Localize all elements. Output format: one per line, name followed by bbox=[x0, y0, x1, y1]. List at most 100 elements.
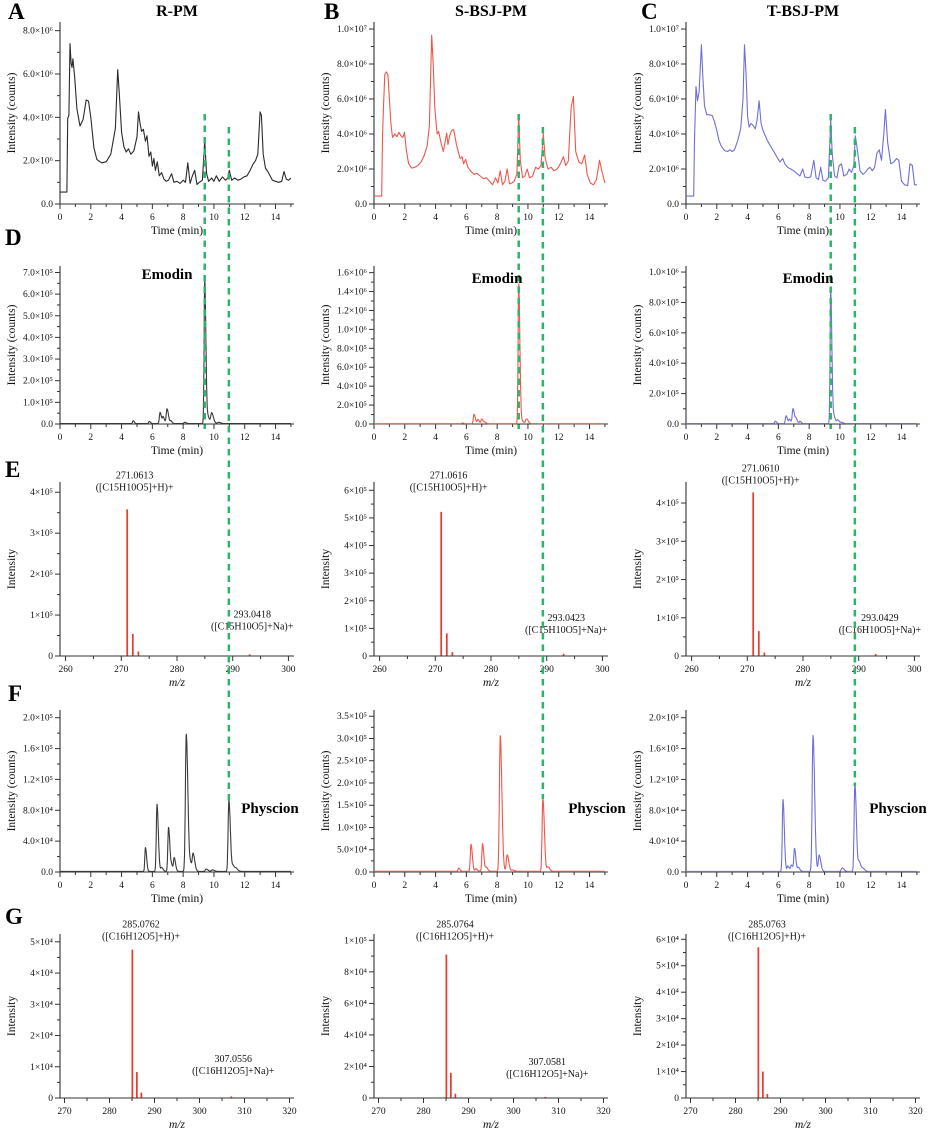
svg-text:5×10⁴: 5×10⁴ bbox=[30, 938, 54, 948]
svg-text:260: 260 bbox=[684, 665, 699, 675]
svg-text:1×10⁵: 1×10⁵ bbox=[656, 614, 679, 624]
svg-text:0: 0 bbox=[58, 881, 63, 891]
svg-text:([C16H12O5]+H)+: ([C16H12O5]+H)+ bbox=[728, 931, 806, 942]
svg-text:0.0: 0.0 bbox=[355, 200, 367, 210]
svg-text:10: 10 bbox=[835, 881, 845, 891]
svg-text:260: 260 bbox=[372, 665, 387, 675]
svg-text:([C15H10O5]+H)+: ([C15H10O5]+H)+ bbox=[96, 483, 174, 494]
emodin-label-2: Emodin bbox=[471, 271, 523, 287]
svg-text:Intensity (counts): Intensity (counts) bbox=[632, 304, 644, 385]
svg-text:320: 320 bbox=[596, 1107, 611, 1117]
svg-text:0: 0 bbox=[372, 433, 377, 443]
svg-text:14: 14 bbox=[897, 213, 907, 223]
svg-text:2.0×10⁵: 2.0×10⁵ bbox=[23, 714, 53, 724]
svg-text:1.2×10⁵: 1.2×10⁵ bbox=[23, 775, 53, 785]
svg-text:4.0×10⁴: 4.0×10⁴ bbox=[23, 837, 54, 847]
svg-text:2.0×10⁵: 2.0×10⁵ bbox=[337, 779, 367, 789]
svg-text:1.6×10⁶: 1.6×10⁶ bbox=[337, 269, 367, 279]
svg-text:8: 8 bbox=[495, 213, 500, 223]
svg-text:285.0763: 285.0763 bbox=[748, 919, 786, 930]
svg-text:14: 14 bbox=[271, 433, 281, 443]
svg-text:1.2×10⁵: 1.2×10⁵ bbox=[649, 775, 679, 785]
svg-text:2.0×10⁶: 2.0×10⁶ bbox=[649, 165, 679, 175]
svg-text:2×10⁴: 2×10⁴ bbox=[30, 1032, 54, 1042]
svg-text:280: 280 bbox=[796, 665, 811, 675]
svg-text:4.0×10⁶: 4.0×10⁶ bbox=[649, 130, 679, 140]
svg-text:270: 270 bbox=[114, 665, 129, 675]
svg-text:5.0×10⁵: 5.0×10⁵ bbox=[23, 312, 53, 322]
svg-text:6×10⁴: 6×10⁴ bbox=[344, 999, 368, 1009]
svg-text:4: 4 bbox=[745, 881, 750, 891]
svg-text:270: 270 bbox=[683, 1107, 698, 1117]
svg-text:3.0×10⁵: 3.0×10⁵ bbox=[337, 734, 367, 744]
svg-text:6.0×10⁵: 6.0×10⁵ bbox=[337, 363, 367, 373]
svg-text:Intensity: Intensity bbox=[6, 996, 18, 1036]
svg-text:14: 14 bbox=[271, 213, 281, 223]
svg-text:285.0762: 285.0762 bbox=[122, 919, 160, 930]
svg-text:m/z: m/z bbox=[169, 677, 186, 689]
svg-text:280: 280 bbox=[728, 1107, 743, 1117]
svg-text:6: 6 bbox=[464, 213, 469, 223]
svg-text:260: 260 bbox=[58, 665, 73, 675]
svg-text:Intensity: Intensity bbox=[320, 549, 332, 589]
svg-text:10: 10 bbox=[209, 881, 219, 891]
svg-text:([C16H12O5]+H)+: ([C16H12O5]+H)+ bbox=[102, 931, 180, 942]
svg-text:310: 310 bbox=[551, 1107, 566, 1117]
svg-text:6.0×10⁵: 6.0×10⁵ bbox=[649, 329, 679, 339]
svg-text:1×10⁵: 1×10⁵ bbox=[344, 624, 367, 634]
panel-letter-e: E bbox=[5, 457, 21, 482]
svg-text:2×10⁵: 2×10⁵ bbox=[30, 570, 53, 580]
svg-text:2: 2 bbox=[88, 433, 93, 443]
svg-text:2×10⁴: 2×10⁴ bbox=[656, 1041, 680, 1051]
svg-text:4.0×10⁵: 4.0×10⁵ bbox=[337, 382, 367, 392]
svg-text:12: 12 bbox=[866, 881, 876, 891]
svg-text:1.4×10⁶: 1.4×10⁶ bbox=[337, 288, 367, 298]
svg-text:12: 12 bbox=[554, 213, 564, 223]
svg-text:4.0×10⁵: 4.0×10⁵ bbox=[23, 333, 53, 343]
svg-text:0: 0 bbox=[674, 1094, 679, 1104]
svg-text:0: 0 bbox=[372, 881, 377, 891]
svg-text:Intensity: Intensity bbox=[320, 996, 332, 1036]
svg-text:2: 2 bbox=[88, 213, 93, 223]
svg-text:5.0×10⁴: 5.0×10⁴ bbox=[337, 846, 368, 856]
svg-text:10: 10 bbox=[835, 433, 845, 443]
svg-text:8.0×10⁵: 8.0×10⁵ bbox=[649, 298, 679, 308]
svg-text:307.0581: 307.0581 bbox=[529, 1057, 567, 1068]
svg-text:4×10⁵: 4×10⁵ bbox=[344, 542, 367, 552]
svg-text:8.0×10⁴: 8.0×10⁴ bbox=[649, 806, 680, 816]
physcion-label-1: Physcion bbox=[241, 801, 299, 817]
svg-text:6.0×10⁶: 6.0×10⁶ bbox=[649, 95, 679, 105]
svg-text:0.0: 0.0 bbox=[667, 420, 679, 430]
svg-text:([C15H10O5]+Na)+: ([C15H10O5]+Na)+ bbox=[525, 625, 608, 636]
svg-text:Intensity: Intensity bbox=[632, 996, 644, 1036]
panel-title-rpm: R-PM bbox=[156, 3, 198, 20]
svg-text:4: 4 bbox=[433, 433, 438, 443]
svg-text:0.0: 0.0 bbox=[355, 420, 367, 430]
svg-text:10: 10 bbox=[523, 213, 533, 223]
svg-text:8: 8 bbox=[181, 433, 186, 443]
svg-text:271.0616: 271.0616 bbox=[430, 471, 468, 482]
svg-text:2: 2 bbox=[402, 213, 407, 223]
svg-text:Intensity (counts): Intensity (counts) bbox=[632, 750, 644, 831]
svg-text:0: 0 bbox=[48, 1094, 53, 1104]
svg-text:Time (min): Time (min) bbox=[777, 225, 829, 237]
svg-text:4.0×10⁴: 4.0×10⁴ bbox=[649, 837, 680, 847]
svg-text:6: 6 bbox=[150, 433, 155, 443]
svg-text:Time (min): Time (min) bbox=[465, 893, 517, 905]
svg-text:1×10⁴: 1×10⁴ bbox=[30, 1063, 54, 1073]
svg-text:4: 4 bbox=[745, 213, 750, 223]
svg-text:293.0418: 293.0418 bbox=[233, 610, 271, 621]
svg-text:293.0423: 293.0423 bbox=[547, 613, 585, 624]
svg-text:6.0×10⁶: 6.0×10⁶ bbox=[337, 95, 367, 105]
svg-text:0: 0 bbox=[372, 213, 377, 223]
svg-text:4: 4 bbox=[119, 433, 124, 443]
svg-text:Time (min): Time (min) bbox=[465, 225, 517, 237]
svg-text:0: 0 bbox=[48, 652, 53, 662]
svg-text:2.5×10⁵: 2.5×10⁵ bbox=[337, 757, 367, 767]
svg-text:Time (min): Time (min) bbox=[465, 445, 517, 457]
svg-text:0.0: 0.0 bbox=[41, 868, 53, 878]
svg-text:290: 290 bbox=[226, 665, 241, 675]
svg-text:10: 10 bbox=[835, 213, 845, 223]
svg-text:271.0613: 271.0613 bbox=[116, 471, 154, 482]
